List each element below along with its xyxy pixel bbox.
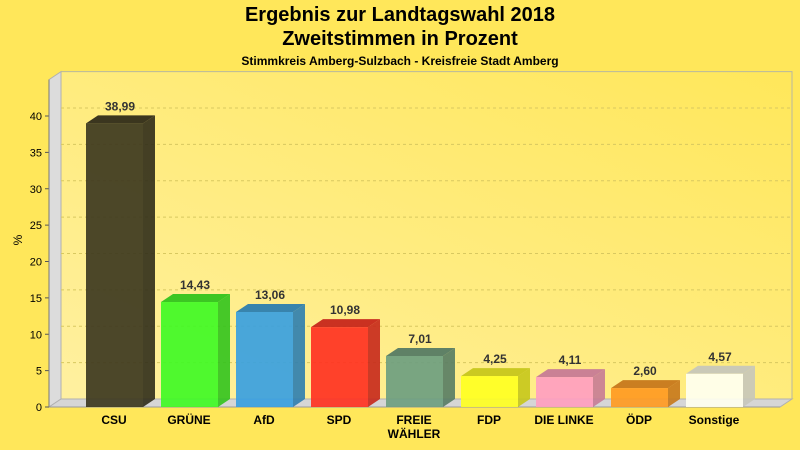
bar-side bbox=[143, 115, 155, 407]
left-wall bbox=[48, 70, 62, 408]
bar-top bbox=[536, 369, 605, 378]
bar-top bbox=[386, 348, 455, 357]
bar-top bbox=[236, 303, 305, 312]
y-tick-label: 15 bbox=[30, 293, 42, 305]
x-tick-label: FDP bbox=[477, 413, 501, 427]
bar-top bbox=[686, 365, 755, 374]
bar-top bbox=[311, 319, 380, 328]
bar-side bbox=[218, 294, 230, 407]
bar-side bbox=[368, 319, 380, 407]
x-tick-label: GRÜNE bbox=[167, 412, 210, 427]
bar-front bbox=[461, 376, 518, 407]
y-tick-label: 5 bbox=[36, 366, 42, 378]
bar-sonstige: 4,57 bbox=[686, 350, 755, 407]
data-label: 14,43 bbox=[180, 278, 210, 292]
x-tick-label: FREIE WÄHLER bbox=[388, 413, 441, 441]
data-label: 4,57 bbox=[708, 350, 732, 364]
bar-grüne: 14,43 bbox=[161, 278, 230, 407]
bar-freie-wähler: 7,01 bbox=[386, 332, 455, 407]
x-tick-label: ÖDP bbox=[626, 412, 652, 427]
chart-title-line2: Zweitstimmen in Prozent bbox=[282, 28, 518, 50]
bar-side bbox=[518, 368, 530, 407]
data-label: 7,01 bbox=[408, 332, 432, 346]
bar-side bbox=[593, 369, 605, 407]
bar-top bbox=[86, 115, 155, 124]
x-tick-label: Sonstige bbox=[689, 413, 740, 427]
y-tick-label: 35 bbox=[30, 147, 42, 159]
bar-side bbox=[743, 365, 755, 407]
bar-spd: 10,98 bbox=[311, 303, 380, 407]
data-label: 4,25 bbox=[483, 352, 507, 366]
y-tick-label: 10 bbox=[30, 329, 42, 341]
bar-top bbox=[611, 380, 680, 389]
bar-side bbox=[293, 303, 305, 407]
y-axis-label: % bbox=[11, 234, 25, 245]
data-label: 38,99 bbox=[105, 99, 135, 113]
bar-top bbox=[461, 368, 530, 377]
bar-top bbox=[161, 294, 230, 303]
data-label: 4,11 bbox=[559, 353, 582, 367]
x-tick-label: CSU bbox=[101, 413, 126, 427]
bar-front bbox=[86, 123, 143, 407]
bar-front bbox=[686, 373, 743, 407]
bar-front bbox=[536, 377, 593, 407]
chart-title: Ergebnis zur Landtagswahl 2018 bbox=[244, 4, 556, 26]
bar-csu: 38,99 bbox=[86, 99, 155, 407]
data-label: 2,60 bbox=[633, 364, 657, 378]
bar-die-linke: 4,11 bbox=[536, 353, 605, 407]
y-tick-label: 30 bbox=[30, 184, 42, 196]
data-label: 10,98 bbox=[330, 303, 360, 317]
bar-ödp: 2,60 bbox=[611, 364, 680, 407]
bar-fdp: 4,25 bbox=[461, 352, 530, 407]
bar-side bbox=[443, 348, 455, 407]
chart-subtitle: Stimmkreis Amberg-Sulzbach - Kreisfreie … bbox=[241, 54, 559, 68]
bar-front bbox=[386, 356, 443, 407]
y-tick-label: 25 bbox=[30, 220, 42, 232]
bar-front bbox=[236, 311, 293, 407]
x-tick-label: SPD bbox=[327, 413, 352, 427]
x-tick-label: DIE LINKE bbox=[534, 413, 593, 427]
bar-front bbox=[161, 302, 218, 407]
bar-afd: 13,06 bbox=[236, 288, 305, 407]
x-tick-label: AfD bbox=[253, 413, 275, 427]
y-tick-label: 40 bbox=[30, 111, 42, 123]
bar-front bbox=[611, 388, 668, 407]
y-tick-label: 0 bbox=[36, 402, 42, 414]
bar-side bbox=[668, 380, 680, 407]
bar-front bbox=[311, 327, 368, 407]
y-tick-label: 20 bbox=[30, 257, 42, 269]
data-label: 13,06 bbox=[255, 288, 285, 302]
